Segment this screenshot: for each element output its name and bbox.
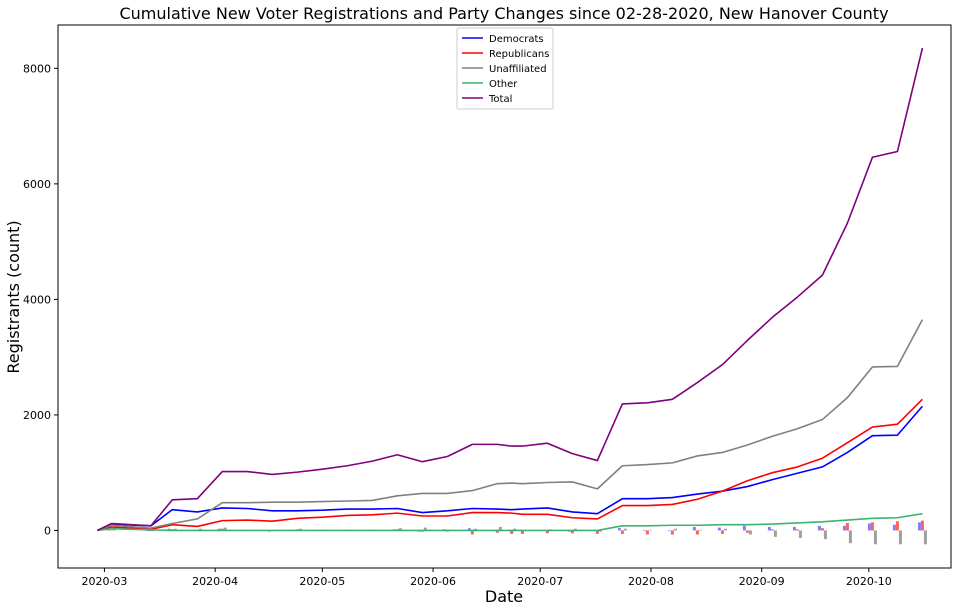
change-bar-republicans bbox=[870, 522, 874, 531]
change-bar-republicans bbox=[545, 530, 549, 534]
legend-label-republicans: Republicans bbox=[489, 49, 549, 60]
change-bar-republicans bbox=[510, 530, 514, 534]
series-line-democrats bbox=[96, 405, 924, 532]
change-bar-republicans bbox=[520, 530, 524, 534]
change-bar-democrats bbox=[767, 526, 771, 531]
change-bar-unaffiliated bbox=[823, 530, 827, 540]
change-bar-unaffiliated bbox=[623, 528, 627, 531]
change-bar-unaffiliated bbox=[423, 527, 427, 531]
change-bar-unaffiliated bbox=[198, 528, 202, 531]
change-bar-republicans bbox=[820, 528, 824, 531]
change-bar-unaffiliated bbox=[798, 530, 802, 538]
change-bar-democrats bbox=[917, 522, 921, 531]
axes-frame bbox=[57, 24, 952, 569]
change-bar-democrats bbox=[667, 530, 671, 532]
change-bar-democrats bbox=[792, 526, 796, 531]
change-bar-unaffiliated bbox=[298, 528, 302, 531]
change-bar-unaffiliated bbox=[898, 530, 902, 545]
x-tick-label: 2020-07 bbox=[517, 575, 563, 588]
change-bar-democrats bbox=[817, 525, 821, 531]
change-bar-republicans bbox=[495, 530, 499, 533]
change-bar-republicans bbox=[795, 529, 799, 531]
change-bar-republicans bbox=[110, 529, 114, 531]
legend-label-total: Total bbox=[488, 94, 512, 105]
change-bar-democrats bbox=[617, 528, 621, 531]
y-tick-label: 2000 bbox=[23, 409, 51, 422]
change-bar-unaffiliated bbox=[698, 529, 702, 531]
change-bar-unaffiliated bbox=[573, 528, 577, 531]
change-bar-republicans bbox=[920, 520, 924, 531]
change-bar-republicans bbox=[149, 530, 153, 532]
series-line-republicans bbox=[97, 398, 923, 532]
x-tick-label: 2020-06 bbox=[410, 575, 456, 588]
change-bar-democrats bbox=[867, 523, 871, 531]
change-bar-democrats bbox=[146, 530, 150, 532]
change-bar-republicans bbox=[845, 522, 849, 531]
series-line-total bbox=[96, 47, 924, 532]
change-bar-republicans bbox=[745, 530, 749, 533]
change-bar-republicans bbox=[570, 530, 574, 534]
change-bar-unaffiliated bbox=[873, 530, 877, 545]
change-bar-democrats bbox=[692, 526, 696, 531]
change-bar-democrats bbox=[217, 528, 221, 531]
change-bar-unaffiliated bbox=[773, 530, 777, 537]
series-line-other bbox=[97, 512, 923, 532]
x-tick-label: 2020-09 bbox=[739, 575, 785, 588]
change-bar-unaffiliated bbox=[598, 530, 602, 532]
legend: Democrats Republicans Unaffiliated Other Tot… bbox=[456, 27, 554, 110]
x-tick-label: 2020-04 bbox=[192, 575, 238, 588]
change-bar-republicans bbox=[895, 521, 899, 531]
change-bar-unaffiliated bbox=[173, 528, 177, 531]
change-bar-republicans bbox=[720, 530, 724, 534]
change-bar-unaffiliated bbox=[673, 528, 677, 531]
change-bar-unaffiliated bbox=[723, 528, 727, 531]
change-bar-democrats bbox=[842, 525, 846, 531]
legend-box bbox=[456, 27, 554, 110]
change-bar-republicans bbox=[695, 530, 699, 535]
legend-label-democrats: Democrats bbox=[489, 34, 544, 45]
change-bar-democrats bbox=[717, 527, 721, 531]
y-tick-label: 0 bbox=[44, 524, 51, 537]
x-tick-label: 2020-08 bbox=[628, 575, 674, 588]
y-axis-label: Registrants (count) bbox=[4, 220, 23, 373]
change-bar-republicans bbox=[595, 530, 599, 534]
change-bar-unaffiliated bbox=[648, 529, 652, 531]
change-bar-unaffiliated bbox=[748, 530, 752, 535]
x-tick-label: 2020-05 bbox=[299, 575, 345, 588]
change-bar-republicans bbox=[620, 530, 624, 534]
y-tick-label: 6000 bbox=[23, 178, 51, 191]
change-bar-democrats bbox=[467, 528, 471, 531]
x-axis-label: Date bbox=[485, 587, 523, 606]
change-bar-democrats bbox=[642, 529, 646, 531]
series-line-unaffiliated bbox=[97, 319, 924, 532]
x-tick-label: 2020-10 bbox=[846, 575, 892, 588]
change-bar-republicans bbox=[220, 528, 224, 531]
change-bar-unaffiliated bbox=[223, 527, 227, 531]
change-bar-unaffiliated bbox=[398, 528, 402, 531]
change-bar-democrats bbox=[742, 525, 746, 531]
change-bar-unaffiliated bbox=[923, 530, 927, 545]
y-tick-label: 4000 bbox=[23, 293, 51, 306]
change-bar-republicans bbox=[770, 529, 774, 531]
change-bar-democrats bbox=[892, 524, 896, 531]
change-bar-unaffiliated bbox=[498, 526, 502, 531]
legend-label-unaffiliated: Unaffiliated bbox=[489, 64, 547, 75]
change-bar-republicans bbox=[645, 530, 649, 535]
plot-area: 0 2000 4000 6000 8000 2020-03 2020-04 2020-05 20… bbox=[23, 24, 952, 588]
change-bar-unaffiliated bbox=[513, 528, 517, 531]
legend-label-other: Other bbox=[489, 79, 518, 90]
y-tick-label: 8000 bbox=[23, 62, 51, 75]
change-bar-unaffiliated bbox=[848, 530, 852, 544]
x-tick-label: 2020-03 bbox=[81, 575, 127, 588]
change-bar-unaffiliated bbox=[473, 528, 477, 531]
change-bar-republicans bbox=[670, 530, 674, 535]
change-bar-republicans bbox=[470, 530, 474, 535]
chart-title: Cumulative New Voter Registrations and P… bbox=[119, 4, 888, 23]
change-bar-unaffiliated bbox=[113, 529, 117, 531]
